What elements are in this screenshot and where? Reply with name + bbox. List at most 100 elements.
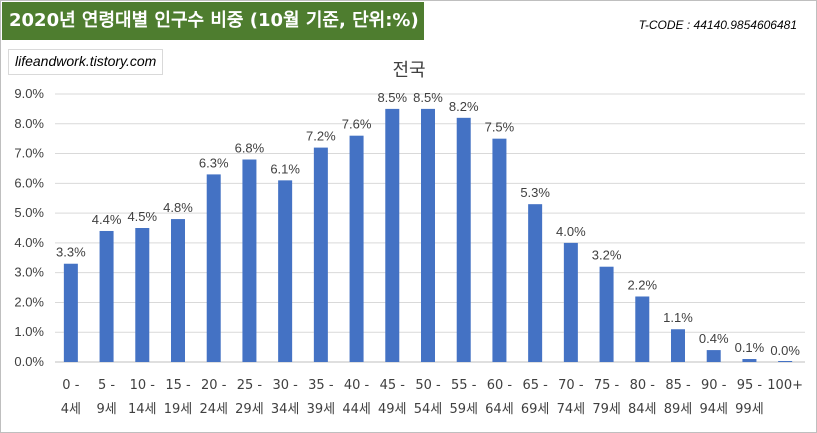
bar [242, 159, 257, 362]
data-labels: 3.3% 4.4% 4.5% 4.8% 6.3% 6.8% 6.1% 7.2% 7.6% 8.5%… [56, 90, 800, 358]
page-title: 2020년 연령대별 인구수 비중 (10월 기준, 단위:%) [2, 2, 424, 40]
bar [599, 266, 614, 362]
x-tick-label: 74세 [557, 402, 586, 417]
data-label: 6.8% [235, 141, 265, 156]
x-tick-label: 95 - [737, 378, 763, 393]
data-label: 2.2% [627, 277, 657, 292]
x-tick-label: 85 - [665, 378, 691, 393]
x-tick-label: 20 - [201, 378, 227, 393]
x-tick-label: 59세 [449, 402, 478, 417]
bar [635, 296, 650, 362]
x-tick-label: 90 - [701, 378, 727, 393]
x-tick-label: 55 - [451, 378, 477, 393]
tcode-label: T-CODE : 44140.9854606481 [638, 18, 797, 32]
y-tick-label: 7.0% [14, 146, 44, 161]
bar [742, 359, 757, 362]
x-axis-labels: 0 - 4세 5 - 9세 10 - 14세 15 - 19세 20 - 24세 25 - 29세 30… [61, 378, 803, 417]
bar [456, 117, 471, 362]
data-label: 8.5% [377, 90, 407, 105]
data-label: 4.4% [92, 212, 122, 227]
bar [206, 174, 221, 362]
bar [313, 147, 328, 362]
bar [671, 329, 685, 362]
x-tick-label: 69세 [521, 402, 550, 417]
x-tick-label: 34세 [271, 402, 300, 417]
bar [385, 108, 400, 362]
data-label: 8.2% [449, 99, 479, 114]
data-label: 5.3% [520, 185, 550, 200]
x-tick-label: 54세 [414, 402, 443, 417]
x-tick-label: 9세 [96, 402, 116, 417]
data-label: 3.2% [592, 248, 622, 263]
y-axis-ticks: 0.0% 1.0% 2.0% 3.0% 4.0% 5.0% 6.0% 7.0% 8.0% 9.0% [14, 86, 44, 369]
x-tick-label: 40 - [344, 378, 370, 393]
data-label: 0.1% [735, 340, 765, 355]
x-tick-label: 49세 [378, 402, 407, 417]
bars [63, 108, 793, 362]
x-tick-label: 99세 [735, 402, 764, 417]
x-tick-label: 39세 [307, 402, 336, 417]
x-tick-label: 79세 [592, 402, 621, 417]
y-tick-label: 3.0% [14, 265, 44, 280]
data-label: 7.6% [342, 117, 372, 132]
y-tick-label: 4.0% [14, 235, 44, 250]
y-tick-label: 8.0% [14, 116, 44, 131]
x-tick-label: 24세 [199, 402, 228, 417]
bar [63, 263, 78, 362]
data-label: 4.8% [163, 200, 193, 215]
bar [563, 242, 578, 362]
x-tick-label: 15 - [165, 378, 191, 393]
x-tick-label: 4세 [61, 402, 81, 417]
y-tick-label: 0.0% [14, 354, 44, 369]
x-tick-label: 5 - [98, 378, 115, 393]
data-label: 7.5% [485, 120, 515, 135]
blog-watermark: lifeandwork.tistory.com [8, 49, 164, 75]
chart-title: 전국 [392, 60, 425, 81]
data-label: 3.3% [56, 245, 86, 260]
x-tick-label: 60 - [487, 378, 513, 393]
x-tick-label: 25 - [237, 378, 263, 393]
x-tick-label: 50 - [415, 378, 441, 393]
data-label: 7.2% [306, 129, 336, 144]
x-tick-label: 0 - [62, 378, 79, 393]
y-tick-label: 9.0% [14, 86, 44, 101]
bar [278, 180, 293, 362]
x-tick-label: 89세 [664, 402, 693, 417]
x-tick-label: 45 - [380, 378, 406, 393]
x-tick-label: 44세 [342, 402, 371, 417]
bar [706, 350, 721, 362]
x-tick-label: 75 - [594, 378, 620, 393]
bar [135, 228, 150, 362]
x-tick-label: 19세 [164, 402, 193, 417]
bar [171, 219, 185, 362]
bar [492, 138, 507, 362]
x-tick-label: 100+ [767, 378, 803, 393]
bar [528, 204, 543, 362]
bar [99, 230, 114, 362]
x-tick-label: 35 - [308, 378, 334, 393]
data-label: 4.0% [556, 224, 586, 239]
data-label: 0.0% [770, 343, 800, 358]
y-tick-label: 2.0% [14, 294, 44, 309]
y-tick-label: 1.0% [14, 324, 44, 339]
x-tick-label: 94세 [699, 402, 728, 417]
x-tick-label: 64세 [485, 402, 514, 417]
x-tick-label: 29세 [235, 402, 264, 417]
y-tick-label: 5.0% [14, 205, 44, 220]
x-tick-label: 10 - [130, 378, 156, 393]
bar [778, 361, 793, 362]
data-label: 6.3% [199, 155, 229, 170]
data-label: 0.4% [699, 331, 729, 346]
y-tick-label: 6.0% [14, 175, 44, 190]
x-tick-label: 84세 [628, 402, 657, 417]
data-label: 6.1% [270, 161, 300, 176]
bar [349, 135, 364, 362]
x-tick-label: 14세 [128, 402, 157, 417]
x-tick-label: 80 - [630, 378, 656, 393]
data-label: 8.5% [413, 90, 443, 105]
x-tick-label: 30 - [272, 378, 298, 393]
data-label: 1.1% [663, 310, 693, 325]
x-tick-label: 65 - [522, 378, 548, 393]
data-label: 4.5% [127, 209, 157, 224]
